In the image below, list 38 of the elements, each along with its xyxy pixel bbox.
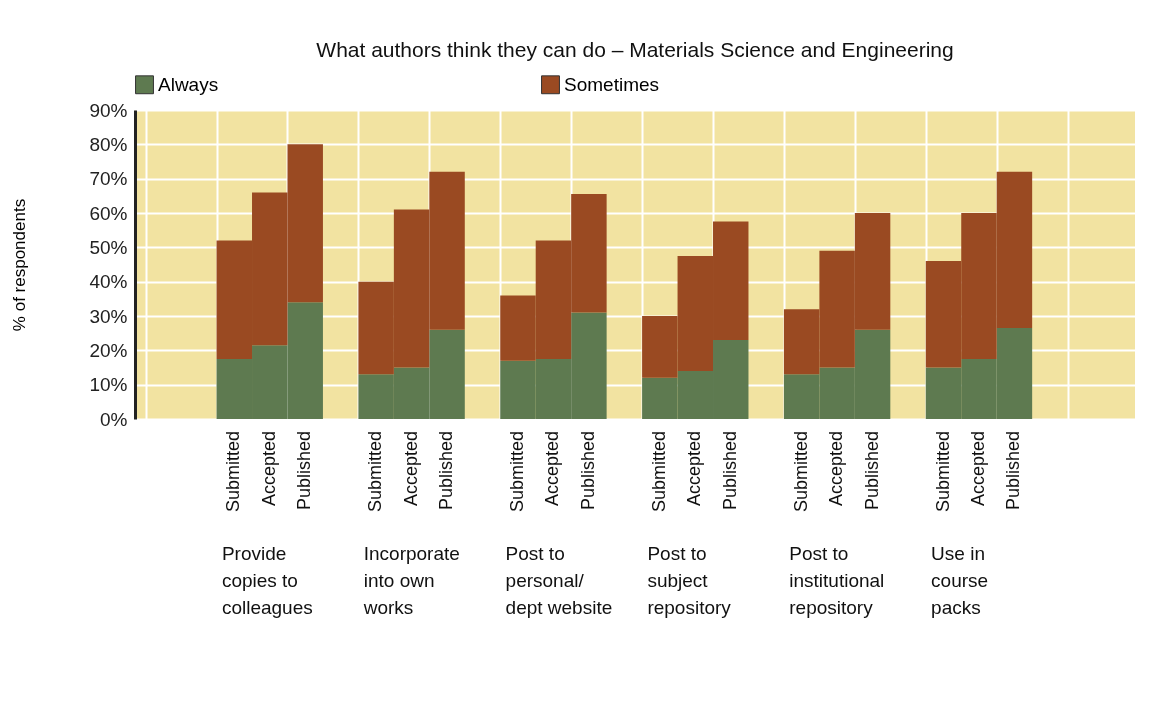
y-axis-title: % of respondents <box>10 198 30 332</box>
y-tick-label: 80% <box>89 133 128 155</box>
y-tick-label: 0% <box>100 408 128 430</box>
y-tick-label: 90% <box>89 99 128 121</box>
text: Post to personal/ dept website <box>505 543 613 618</box>
x-tick-label: Submitted <box>365 431 386 513</box>
chart-title: What authors think they can do – Materials Science and Engineering <box>316 38 954 61</box>
x-tick-label: Accepted <box>684 431 705 507</box>
x-tick-label: Submitted <box>790 431 811 513</box>
x-tick-label: Accepted <box>826 431 847 507</box>
x-tick-label: Accepted <box>542 431 563 507</box>
legend-label: Always <box>158 73 219 95</box>
x-tick-label: Published <box>1003 431 1024 511</box>
text: Post to institutional repository <box>789 543 885 618</box>
text: Provide copies to colleagues <box>221 543 313 618</box>
x-tick-label: Published <box>861 431 882 511</box>
x-tick-label: Published <box>577 431 598 511</box>
x-tick-label: Submitted <box>648 431 669 513</box>
x-tick-label: Accepted <box>400 431 421 507</box>
text: Use in course packs <box>931 543 989 618</box>
y-tick-label: 70% <box>89 168 128 190</box>
x-tick-label: Submitted <box>223 431 244 513</box>
y-tick-label: 60% <box>89 202 128 224</box>
x-tick-label: Accepted <box>258 431 279 507</box>
x-tick-label: Published <box>719 431 740 511</box>
x-tick-label: Published <box>294 431 315 511</box>
text: Post to subject repository <box>647 543 732 618</box>
y-tick-label: 20% <box>89 339 128 361</box>
y-tick-label: 10% <box>89 374 128 396</box>
y-tick-label: 50% <box>89 236 128 258</box>
y-tick-label: 40% <box>89 271 128 293</box>
x-tick-label: Accepted <box>967 431 988 507</box>
x-tick-label: Published <box>436 431 457 511</box>
x-tick-label: Submitted <box>506 431 527 513</box>
legend-label: Sometimes <box>564 73 660 95</box>
y-tick-label: 30% <box>89 305 128 327</box>
x-tick-label: Submitted <box>932 431 953 513</box>
text: Incorporate into own works <box>362 543 460 618</box>
